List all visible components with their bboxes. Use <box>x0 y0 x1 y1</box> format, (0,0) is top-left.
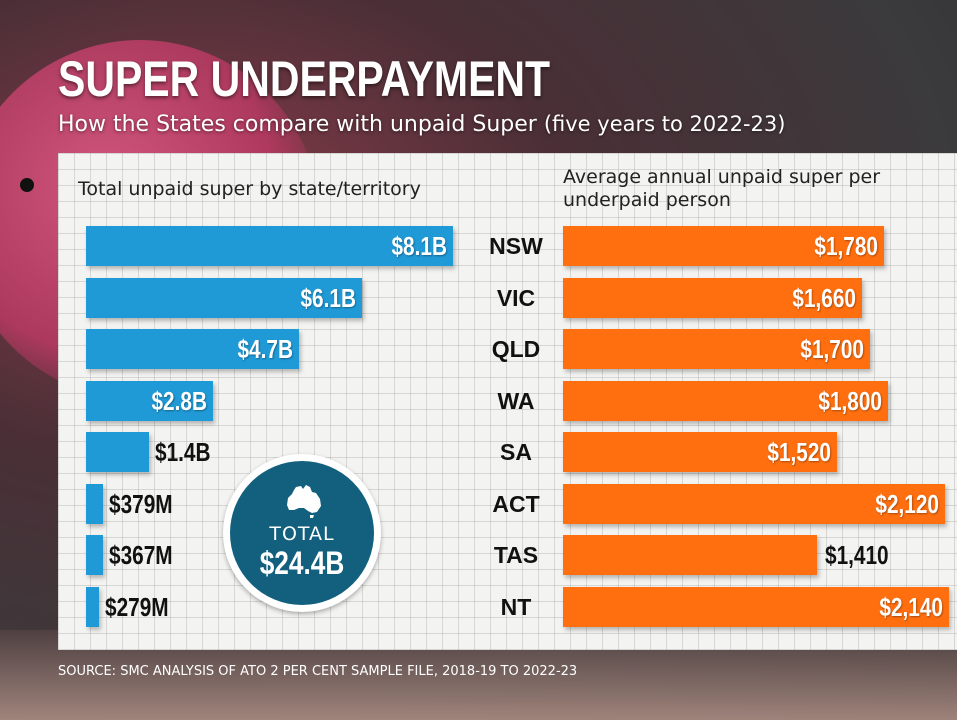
state-label-nt: NT <box>500 593 532 620</box>
left-bar-qld <box>86 329 299 369</box>
source-note: SOURCE: SMC ANALYSIS OF ATO 2 PER CENT S… <box>58 664 578 679</box>
right-bar-qld <box>563 329 870 369</box>
right-bar-sa <box>563 432 838 472</box>
left-value-label-sa: $1.4B <box>155 437 211 467</box>
state-label-tas: TAS <box>493 542 539 568</box>
total-label: TOTAL <box>269 523 335 545</box>
right-value-label-wa: $1,800 <box>818 385 882 416</box>
state-label-act: ACT <box>492 490 540 517</box>
right-value-label-qld: $1,700 <box>800 334 864 364</box>
left-value-label-vic: $6.1B <box>300 282 357 313</box>
left-bar-nsw <box>86 226 453 266</box>
left-value-label-nsw: $8.1B <box>391 231 447 261</box>
left-value-label-act: $379M <box>109 488 173 519</box>
left-bar-nt <box>86 586 99 627</box>
left-bar-sa <box>86 432 150 472</box>
left-value-label-wa: $2.8B <box>151 385 207 416</box>
right-value-label-vic: $1,660 <box>792 282 857 313</box>
state-label-wa: WA <box>497 387 535 414</box>
australia-map-icon <box>287 485 321 518</box>
right-chart-title: Average annual unpaid super per underpai… <box>563 166 943 212</box>
right-bar-vic <box>563 277 863 318</box>
left-value-label-tas: $367M <box>108 540 173 570</box>
left-bar-vic <box>86 277 363 318</box>
right-bar-nt <box>563 586 949 627</box>
total-badge: TOTAL $24.4B <box>223 454 381 612</box>
subtitle-main: How the States compare with unpaid Super <box>58 112 537 137</box>
left-bar-wa <box>86 380 213 421</box>
left-bar-act <box>86 483 104 524</box>
total-badge-inner: TOTAL $24.4B <box>230 461 374 605</box>
background-pig-eye <box>20 178 34 192</box>
left-chart-title: Total unpaid super by state/territory <box>78 178 421 200</box>
subtitle-note: (five years to 2022-23) <box>543 112 786 136</box>
page-title: SUPER UNDERPAYMENT <box>58 51 551 107</box>
right-value-label-sa: $1,520 <box>767 437 832 467</box>
right-bar-nsw <box>563 226 885 266</box>
right-value-label-tas: $1,410 <box>825 540 889 570</box>
total-value: $24.4B <box>259 545 345 581</box>
right-chart-title-text: Average annual unpaid super per underpai… <box>563 166 881 211</box>
state-label-qld: QLD <box>491 336 541 362</box>
state-label-nsw: NSW <box>489 233 543 259</box>
right-value-label-act: $2,120 <box>875 488 940 519</box>
right-bar-act <box>563 483 946 524</box>
left-bar-tas <box>86 535 103 575</box>
right-bar-tas <box>563 535 818 575</box>
right-value-label-nt: $2,140 <box>879 591 943 622</box>
left-value-label-qld: $4.7B <box>237 334 293 364</box>
state-label-vic: VIC <box>496 284 536 311</box>
state-label-sa: SA <box>500 439 532 465</box>
left-value-label-nt: $279M <box>104 591 169 622</box>
right-bar-wa <box>563 380 888 421</box>
right-value-label-nsw: $1,780 <box>814 231 879 261</box>
subtitle: How the States compare with unpaid Super… <box>58 112 785 137</box>
